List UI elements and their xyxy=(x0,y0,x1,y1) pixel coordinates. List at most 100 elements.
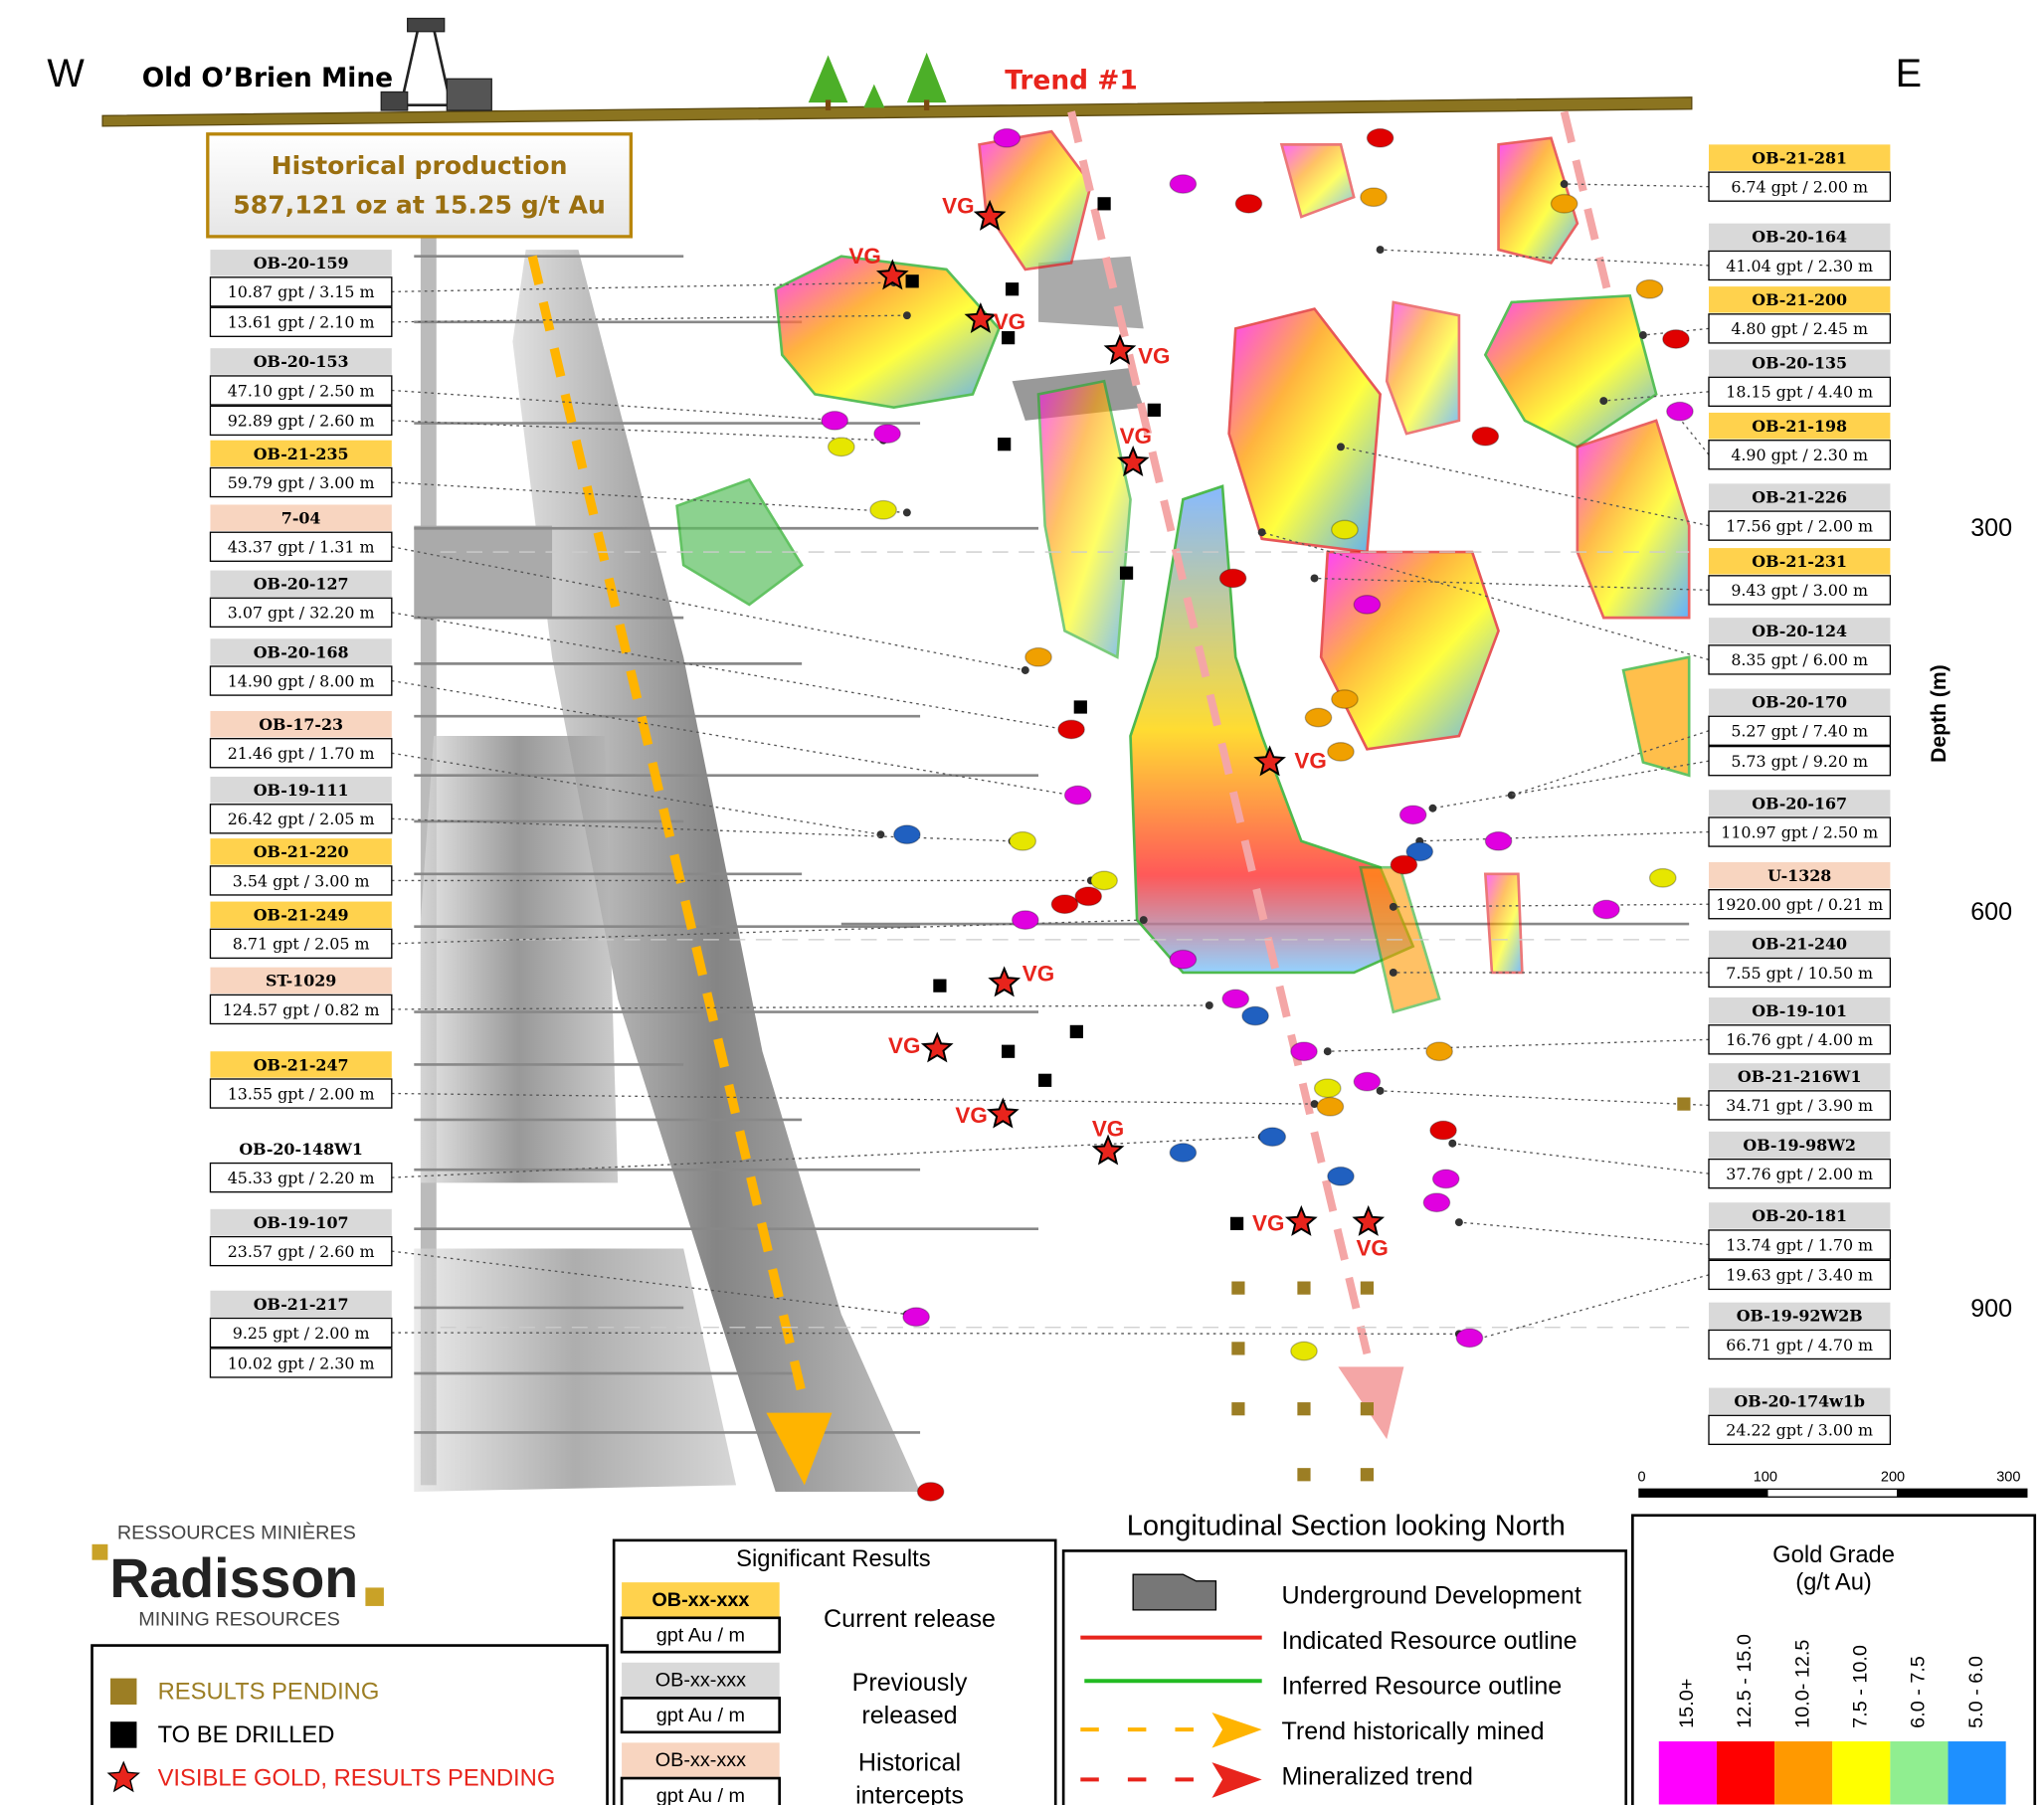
hole-id: OB-17-23 xyxy=(259,715,343,734)
result-box xyxy=(1708,575,1892,606)
result-box xyxy=(209,1078,393,1109)
result: 1920.00 gpt / 0.21 m xyxy=(1716,895,1883,914)
result: 10.02 gpt / 2.30 m xyxy=(228,1354,375,1372)
result-box xyxy=(209,1317,393,1349)
results-pending xyxy=(1360,1281,1375,1295)
hole-id-box xyxy=(210,638,392,665)
sig-result-box xyxy=(620,1616,781,1654)
leader xyxy=(1432,760,1710,810)
hole-id: OB-19-111 xyxy=(254,781,349,800)
to-be-drilled xyxy=(905,274,919,288)
leader-head xyxy=(1560,180,1569,188)
result: 23.57 gpt / 2.60 m xyxy=(228,1242,375,1261)
intercept xyxy=(1241,1005,1269,1026)
grade-swatch xyxy=(1716,1741,1775,1805)
leader-head xyxy=(1310,574,1319,583)
result: 14.90 gpt / 8.00 m xyxy=(228,671,375,690)
results-pending xyxy=(1297,1281,1311,1295)
hole-id: OB-19-98W2 xyxy=(1743,1136,1856,1155)
intercept xyxy=(1390,854,1418,875)
hole-id: OB-21-200 xyxy=(1752,290,1847,309)
status-label: TO BE DRILLED xyxy=(158,1721,335,1748)
hole-id-box xyxy=(210,838,392,865)
depth-tick: 600 xyxy=(1970,898,2012,926)
hole-id: OB-19-92W2B xyxy=(1737,1307,1863,1326)
depth-lines xyxy=(440,551,1690,1329)
hole-id: OB-20-170 xyxy=(1752,693,1847,712)
leader-head xyxy=(1638,331,1647,339)
grade-swatch xyxy=(1948,1741,2006,1805)
leader xyxy=(391,1004,1209,1010)
result-box xyxy=(1708,745,1892,777)
hole-id-box xyxy=(1709,861,1891,889)
sig-id: OB-xx-xxx xyxy=(651,1589,749,1611)
headframe xyxy=(380,17,492,111)
intercept xyxy=(1234,193,1263,214)
result-box xyxy=(1708,1414,1892,1446)
to-be-drilled xyxy=(1147,403,1161,417)
significant-title: Significant Results xyxy=(736,1545,931,1572)
result: 5.73 gpt / 9.20 m xyxy=(1731,752,1868,771)
vg-label: VG xyxy=(1252,1211,1284,1236)
ground xyxy=(101,96,1693,127)
intercept xyxy=(869,499,897,520)
result: 5.27 gpt / 7.40 m xyxy=(1731,722,1868,741)
hole-id: OB-20-159 xyxy=(254,254,349,272)
leader xyxy=(1511,730,1710,797)
result: 3.07 gpt / 32.20 m xyxy=(228,604,375,623)
intercept xyxy=(1431,1169,1460,1189)
intercept xyxy=(1592,899,1620,920)
east-label: E xyxy=(1896,52,1922,95)
result-box xyxy=(1708,510,1892,541)
section-item: Trend historically mined xyxy=(1282,1717,1545,1745)
vg-label: VG xyxy=(994,309,1025,334)
result-box xyxy=(209,405,393,437)
leader-head xyxy=(902,311,911,320)
results-pending xyxy=(1231,1342,1245,1355)
result-box xyxy=(1708,440,1892,470)
result: 47.10 gpt / 2.50 m xyxy=(228,381,375,400)
hole-id: U-1328 xyxy=(1767,866,1831,885)
to-be-drilled xyxy=(1229,1216,1244,1230)
result-box xyxy=(1708,957,1892,989)
hole-id-box xyxy=(210,504,392,531)
trees xyxy=(808,52,947,111)
intercept xyxy=(1050,894,1079,915)
vg-label: VG xyxy=(888,1033,920,1058)
logo-name: Radisson xyxy=(109,1547,358,1609)
leader xyxy=(1261,531,1710,661)
historic-trend-arrow xyxy=(766,1412,833,1486)
vg-star xyxy=(973,199,1007,231)
depth-title: Depth (m) xyxy=(1928,664,1951,763)
result-box xyxy=(1708,715,1892,746)
hole-id: OB-20-124 xyxy=(1752,622,1847,640)
vg-star xyxy=(988,966,1022,997)
hole-id: OB-21-217 xyxy=(254,1295,349,1314)
hole-id-box xyxy=(210,250,392,276)
result-box xyxy=(209,466,393,498)
results-pending xyxy=(1360,1468,1375,1482)
section-items: Underground Development Indicated Resourc… xyxy=(1282,1581,1581,1790)
hole-id-box xyxy=(210,710,392,738)
leader xyxy=(391,817,1013,842)
result: 9.43 gpt / 3.00 m xyxy=(1731,581,1868,600)
sig-id-swatch xyxy=(622,1582,780,1617)
result-box xyxy=(209,306,393,337)
intercept xyxy=(1327,1166,1355,1186)
intercept xyxy=(1398,805,1427,825)
to-be-drilled xyxy=(933,979,947,993)
status-swatch xyxy=(110,1678,137,1706)
hole-id: OB-21-226 xyxy=(1752,487,1847,506)
to-be-drilled xyxy=(998,438,1012,451)
result-box xyxy=(209,928,393,960)
intercept xyxy=(1169,1143,1198,1163)
to-be-drilled xyxy=(1005,282,1020,296)
intercept xyxy=(1662,329,1690,349)
logo-top: RESSOURCES MINIÈRES xyxy=(117,1521,356,1543)
historic-trend xyxy=(527,255,807,1394)
intercept xyxy=(1290,1341,1318,1361)
hole-id: OB-20-174w1b xyxy=(1734,1392,1865,1411)
result: 9.25 gpt / 2.00 m xyxy=(233,1324,370,1343)
intercept xyxy=(1009,830,1037,851)
intercept xyxy=(1316,1096,1345,1117)
